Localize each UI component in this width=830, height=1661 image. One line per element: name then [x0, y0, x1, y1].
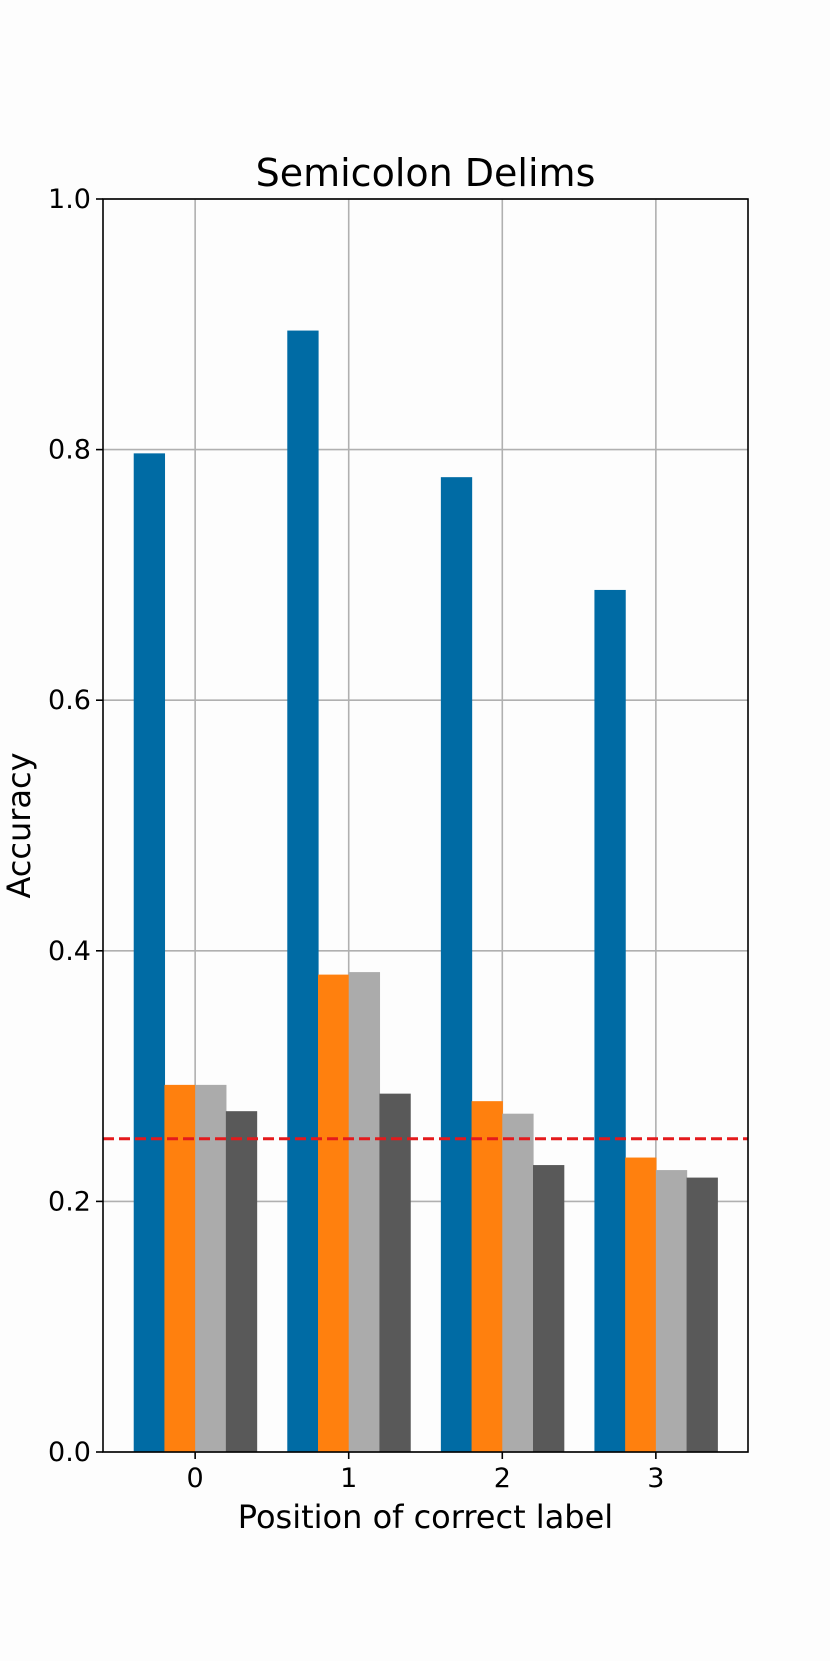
bar — [379, 1093, 411, 1452]
y-tick-label: 0.0 — [48, 1437, 91, 1468]
y-tick-label: 0.2 — [48, 1186, 91, 1217]
y-tick-label: 0.4 — [48, 936, 91, 967]
bar — [471, 1101, 503, 1452]
x-tick-label: 2 — [494, 1463, 511, 1494]
bar — [502, 1113, 534, 1452]
bars — [133, 330, 718, 1453]
x-tick-label: 1 — [340, 1463, 357, 1494]
x-tick-label: 3 — [647, 1463, 664, 1494]
y-tick-label: 0.6 — [48, 685, 91, 716]
y-tick-label: 1.0 — [48, 184, 91, 215]
bar — [225, 1111, 258, 1452]
bar — [625, 1157, 657, 1452]
bar — [195, 1084, 227, 1452]
bar — [348, 972, 381, 1452]
bar — [533, 1165, 565, 1452]
x-axis-label: Position of correct label — [238, 1498, 613, 1536]
bar — [655, 1170, 688, 1452]
chart-title: Semicolon Delims — [256, 151, 596, 195]
bar — [686, 1177, 718, 1452]
axis-ticks: 0.0 0.2 0.4 0.6 0.8 1.0 0 1 2 3 — [48, 184, 664, 1494]
bar — [594, 589, 626, 1452]
x-tick-label: 0 — [187, 1463, 204, 1494]
bar — [164, 1084, 196, 1452]
plot-frame — [102, 198, 749, 1453]
bar — [440, 477, 473, 1452]
y-tick-label: 0.8 — [48, 435, 91, 466]
bar — [318, 974, 350, 1452]
y-axis-label: Accuracy — [0, 752, 38, 898]
bar — [287, 330, 319, 1453]
bar — [133, 453, 166, 1452]
